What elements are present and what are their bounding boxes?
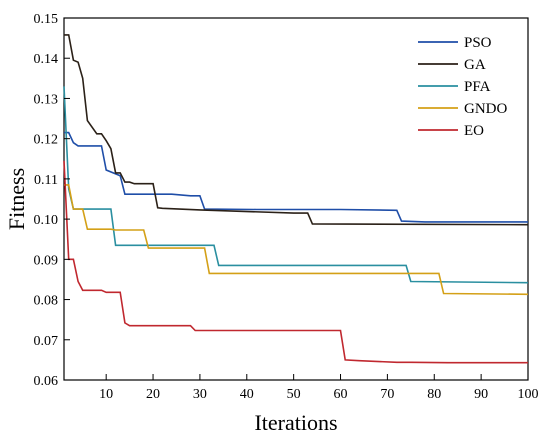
x-tick-label: 100 <box>518 387 539 402</box>
x-tick-label: 60 <box>334 387 348 402</box>
y-tick-label: 0.13 <box>34 92 59 107</box>
y-tick-label: 0.09 <box>34 253 59 268</box>
x-tick-label: 20 <box>146 387 160 402</box>
x-tick-label: 50 <box>287 387 301 402</box>
x-tick-label: 30 <box>193 387 207 402</box>
x-axis: 10 20 30 40 50 60 70 80 90 100 <box>99 374 539 402</box>
legend: PSO GA PFA GNDO EO <box>418 35 507 139</box>
x-tick-label: 90 <box>474 387 488 402</box>
legend-label-pso: PSO <box>464 35 492 51</box>
y-tick-label: 0.14 <box>34 52 59 67</box>
legend-label-gndo: GNDO <box>464 101 507 117</box>
y-axis: 0.06 0.07 0.08 0.09 0.10 0.11 0.12 0.13 0.14 0.15 <box>34 12 70 389</box>
y-tick-label: 0.08 <box>34 294 59 309</box>
y-tick-label: 0.15 <box>34 12 59 27</box>
y-tick-label: 0.12 <box>34 133 59 148</box>
y-axis-label: Fitness <box>4 168 29 230</box>
series-line-gndo <box>64 184 529 296</box>
legend-label-ga: GA <box>464 57 486 73</box>
x-tick-label: 40 <box>240 387 254 402</box>
x-axis-label: Iterations <box>254 410 337 435</box>
series-line-pso <box>64 131 528 223</box>
series-line-eo <box>63 160 528 364</box>
y-tick-label: 0.06 <box>34 374 59 389</box>
y-tick-label: 0.10 <box>34 213 59 228</box>
plot-frame <box>63 17 529 381</box>
series-line-pfa <box>63 86 529 284</box>
series-line-ga <box>64 34 529 226</box>
legend-label-eo: EO <box>464 123 484 139</box>
y-tick-label: 0.11 <box>34 173 58 188</box>
legend-label-pfa: PFA <box>464 79 491 95</box>
x-tick-label: 10 <box>99 387 113 402</box>
y-tick-label: 0.07 <box>34 334 59 349</box>
x-tick-label: 80 <box>427 387 441 402</box>
x-tick-label: 70 <box>380 387 394 402</box>
series-layer <box>63 34 529 364</box>
